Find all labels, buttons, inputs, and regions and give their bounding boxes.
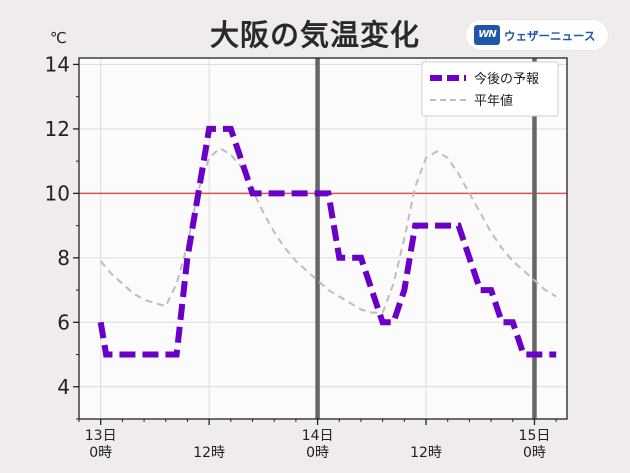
x-tick-label-hour: 0時 xyxy=(89,445,112,461)
x-tick-label-date: 14日 xyxy=(302,428,334,444)
normal-series-line xyxy=(99,146,557,314)
chart-title: 大阪の気温変化 xyxy=(209,18,420,52)
x-tick-label-hour: 0時 xyxy=(523,445,546,461)
x-tick-label-hour: 12時 xyxy=(193,445,225,461)
forecast-series-line xyxy=(97,125,557,358)
wn-logo-icon: WN xyxy=(474,25,500,45)
series-group xyxy=(97,125,557,358)
logo-text: ウェザーニュース xyxy=(504,29,596,43)
y-tick-label: 6 xyxy=(57,310,70,334)
y-tick-label: 10 xyxy=(45,181,70,205)
plot-frame xyxy=(78,57,568,420)
x-tick-label-date: 13日 xyxy=(85,428,117,444)
y-tick-label: 12 xyxy=(45,117,70,141)
y-tick-label: 14 xyxy=(45,52,70,76)
x-tick-label-hour: 12時 xyxy=(410,445,442,461)
y-tick-label: 4 xyxy=(57,375,70,399)
plot-area xyxy=(79,58,567,419)
y-axis-unit: ℃ xyxy=(50,29,67,47)
x-tick-label-hour: 0時 xyxy=(306,445,329,461)
weathernews-logo: WN ウェザーニュース xyxy=(466,20,608,50)
x-tick-label-date: 15日 xyxy=(519,428,551,444)
legend-normal-label: 平年値 xyxy=(474,93,513,109)
legend-forecast-label: 今後の予報 xyxy=(474,71,539,87)
y-tick-label: 8 xyxy=(57,246,70,270)
